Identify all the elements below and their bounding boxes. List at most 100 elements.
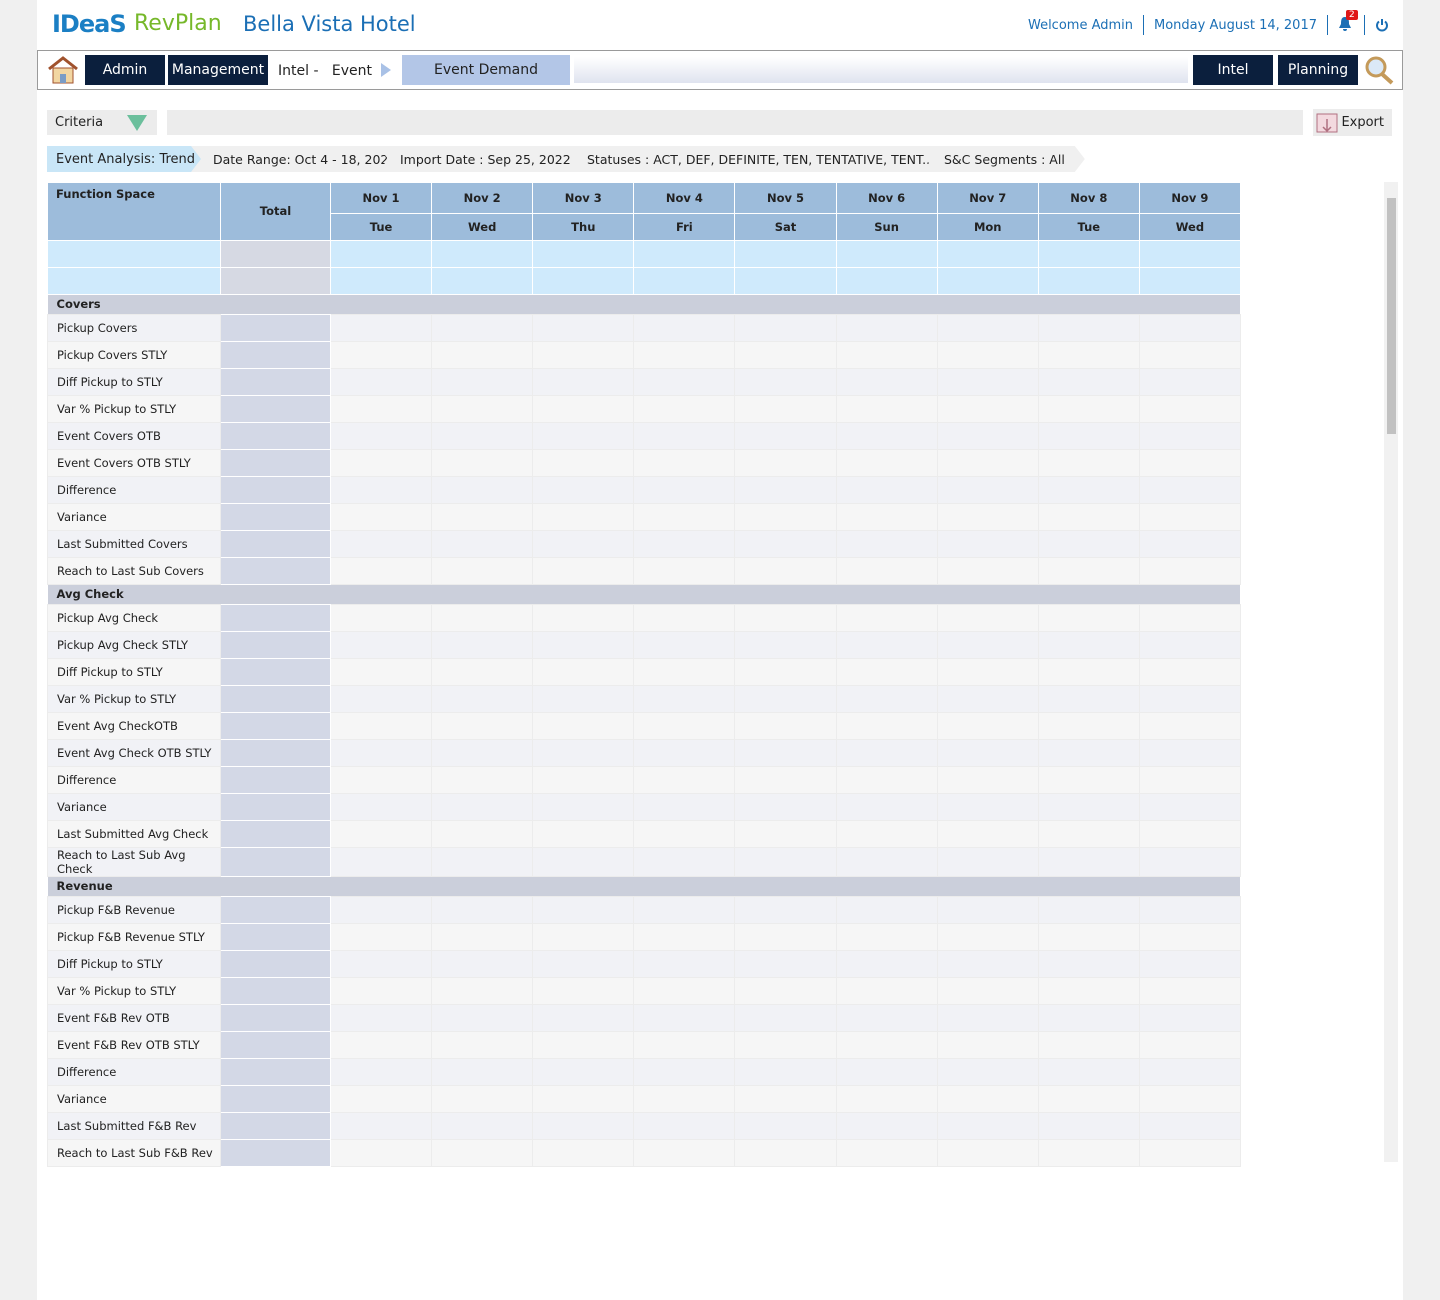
cell [734,239,837,268]
cell [431,1111,534,1140]
metric-label: Difference [47,475,221,504]
cell [936,367,1039,396]
metric-row: Diff Pickup to STLY [47,367,1241,396]
cell [329,711,433,740]
total-cell [220,556,331,585]
weekday-header: Wed [1138,212,1241,241]
cell [1138,895,1241,924]
metric-label: Diff Pickup to STLY [47,949,221,978]
nav-path: Intel - Event [278,63,372,79]
cell [936,529,1039,558]
cell [835,394,938,423]
cell [936,684,1039,713]
cell [329,792,433,821]
cell [47,266,221,295]
metric-row: Event F&B Rev OTB [47,1003,1241,1032]
scroll-thumb[interactable] [1387,198,1396,434]
cell [532,738,635,767]
total-cell [220,657,331,686]
scrollbar[interactable] [1384,182,1398,1162]
cell [532,266,635,295]
cell [936,448,1039,477]
breadcrumb: Statuses : ACT, DEF, DEFINITE, TEN, TENT… [565,146,966,172]
cell [936,711,1039,740]
cell [431,603,534,632]
cell [633,1030,736,1059]
cell [1037,630,1140,659]
cell [936,657,1039,686]
planning-button[interactable]: Planning [1278,55,1358,85]
cell [633,738,736,767]
date-header: Nov 1 [329,182,433,214]
metric-row: Last Submitted Covers [47,529,1241,558]
cell [532,819,635,848]
admin-button[interactable]: Admin [85,55,165,85]
cell [835,1111,938,1140]
cell [1037,895,1140,924]
cell [633,394,736,423]
cell [734,394,837,423]
blank-row [47,266,1241,295]
cell [1037,340,1140,369]
section-title: Covers [47,294,1241,314]
intel-button[interactable]: Intel [1193,55,1273,85]
export-button[interactable]: Export [1313,109,1392,136]
metric-row: Difference [47,765,1241,794]
cell [835,657,938,686]
cell [633,313,736,342]
date: Monday August 14, 2017 [1154,17,1317,33]
cell [329,1138,433,1167]
cell [936,738,1039,767]
cell [936,949,1039,978]
cell [1037,475,1140,504]
cell [1138,475,1241,504]
export-icon [1316,113,1338,133]
cell [329,475,433,504]
cell [1037,367,1140,396]
total-cell [220,475,331,504]
cell [936,922,1039,951]
home[interactable] [47,55,79,85]
cell [532,313,635,342]
total-cell [220,421,331,450]
cell [532,765,635,794]
metric-label: Event Covers OTB STLY [47,448,221,477]
cell [1138,949,1241,978]
cell [835,684,938,713]
cell [1138,340,1241,369]
app: IDeaS RevPlan Bella Vista Hotel Welcome … [37,0,1403,1300]
cell [633,684,736,713]
cell [734,502,837,531]
cell [1037,556,1140,585]
cell [532,394,635,423]
cell [329,922,433,951]
metric-label: Reach to Last Sub Covers [47,556,221,585]
metric-label: Event Covers OTB [47,421,221,450]
event-demand-tab[interactable]: Event Demand [402,55,570,85]
cell [329,313,433,342]
metric-row: Variance [47,792,1241,821]
cell [835,239,938,268]
section-title: Revenue [47,876,1241,896]
cell [633,367,736,396]
metric-row: Difference [47,1057,1241,1086]
total-cell [220,313,331,342]
search[interactable] [1363,55,1395,85]
cell [734,529,837,558]
cell [835,1138,938,1167]
cell [431,922,534,951]
criteria-toggle[interactable]: Criteria [47,110,157,135]
cell [532,1138,635,1167]
metric-label: Event Avg CheckOTB [47,711,221,740]
cell [633,792,736,821]
notifications[interactable]: 2 [1338,10,1358,34]
cell [633,448,736,477]
metric-label: Pickup Avg Check STLY [47,630,221,659]
cell [936,819,1039,848]
logout[interactable] [1375,18,1389,32]
date-header: Nov 9 [1138,182,1241,214]
cell [936,1084,1039,1113]
total-cell [220,1003,331,1032]
metric-row: Reach to Last Sub Covers [47,556,1241,585]
management-button[interactable]: Management [168,55,268,85]
